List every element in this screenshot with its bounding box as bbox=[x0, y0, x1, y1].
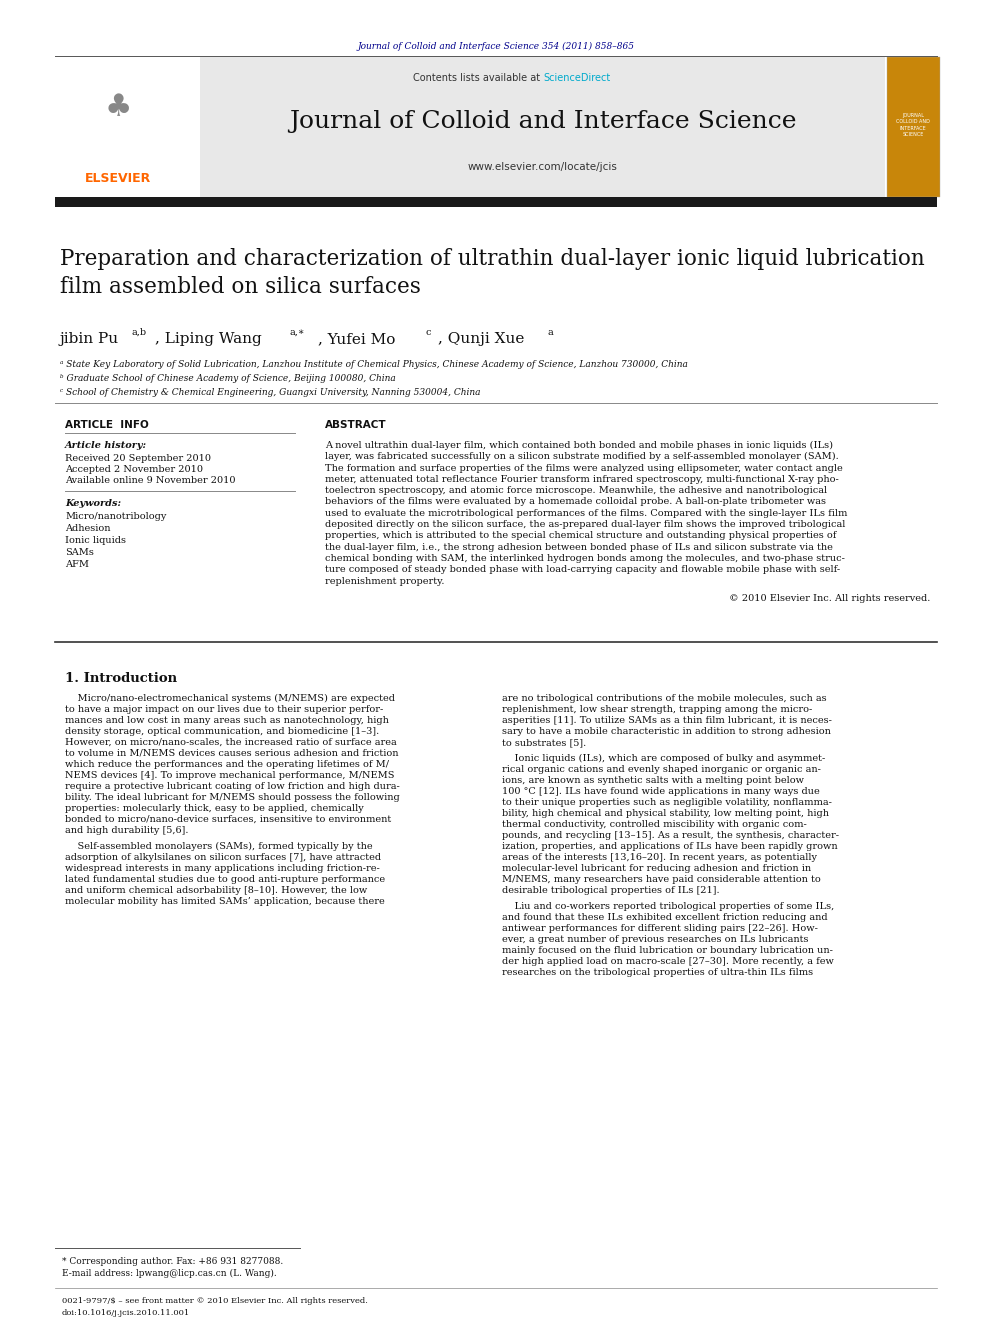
Text: Journal of Colloid and Interface Science: Journal of Colloid and Interface Science bbox=[290, 110, 797, 134]
Text: der high applied load on macro-scale [27–30]. More recently, a few: der high applied load on macro-scale [27… bbox=[502, 957, 834, 966]
Text: a,∗: a,∗ bbox=[290, 328, 306, 337]
Text: * Corresponding author. Fax: +86 931 8277088.: * Corresponding author. Fax: +86 931 827… bbox=[62, 1257, 284, 1266]
Bar bbox=[887, 57, 940, 197]
Text: ization, properties, and applications of ILs have been rapidly grown: ization, properties, and applications of… bbox=[502, 841, 837, 851]
Text: Ionic liquids: Ionic liquids bbox=[65, 536, 126, 545]
Text: bility. The ideal lubricant for M/NEMS should possess the following: bility. The ideal lubricant for M/NEMS s… bbox=[65, 792, 400, 802]
Text: asperities [11]. To utilize SAMs as a thin film lubricant, it is neces-: asperities [11]. To utilize SAMs as a th… bbox=[502, 716, 832, 725]
Text: properties: molecularly thick, easy to be applied, chemically: properties: molecularly thick, easy to b… bbox=[65, 804, 364, 814]
Text: ARTICLE  INFO: ARTICLE INFO bbox=[65, 419, 149, 430]
Text: bonded to micro/nano-device surfaces, insensitive to environment: bonded to micro/nano-device surfaces, in… bbox=[65, 815, 391, 824]
Text: ᵃ State Key Laboratory of Solid Lubrication, Lanzhou Institute of Chemical Physi: ᵃ State Key Laboratory of Solid Lubricat… bbox=[60, 360, 687, 369]
Text: replenishment property.: replenishment property. bbox=[325, 577, 444, 586]
Text: antiwear performances for different sliding pairs [22–26]. How-: antiwear performances for different slid… bbox=[502, 923, 817, 933]
Text: ScienceDirect: ScienceDirect bbox=[543, 73, 610, 83]
Text: are no tribological contributions of the mobile molecules, such as: are no tribological contributions of the… bbox=[502, 695, 826, 703]
Text: mances and low cost in many areas such as nanotechnology, high: mances and low cost in many areas such a… bbox=[65, 716, 389, 725]
Text: , Qunji Xue: , Qunji Xue bbox=[438, 332, 525, 347]
Text: ᶜ School of Chemistry & Chemical Engineering, Guangxi University, Nanning 530004: ᶜ School of Chemistry & Chemical Enginee… bbox=[60, 388, 480, 397]
Text: ABSTRACT: ABSTRACT bbox=[325, 419, 387, 430]
Text: Adhesion: Adhesion bbox=[65, 524, 110, 533]
Text: Accepted 2 November 2010: Accepted 2 November 2010 bbox=[65, 464, 203, 474]
Text: ♣: ♣ bbox=[104, 94, 132, 123]
Text: layer, was fabricated successfully on a silicon substrate modified by a self-ass: layer, was fabricated successfully on a … bbox=[325, 452, 839, 462]
Text: Ionic liquids (ILs), which are composed of bulky and asymmet-: Ionic liquids (ILs), which are composed … bbox=[502, 754, 825, 763]
Text: to volume in M/NEMS devices causes serious adhesion and friction: to volume in M/NEMS devices causes serio… bbox=[65, 749, 399, 758]
Text: Available online 9 November 2010: Available online 9 November 2010 bbox=[65, 476, 235, 486]
Text: NEMS devices [4]. To improve mechanical performance, M/NEMS: NEMS devices [4]. To improve mechanical … bbox=[65, 771, 395, 781]
Text: Contents lists available at: Contents lists available at bbox=[413, 73, 543, 83]
Text: widespread interests in many applications including friction-re-: widespread interests in many application… bbox=[65, 864, 380, 873]
Text: Self-assembled monolayers (SAMs), formed typically by the: Self-assembled monolayers (SAMs), formed… bbox=[65, 841, 373, 851]
Text: to substrates [5].: to substrates [5]. bbox=[502, 738, 586, 747]
Text: www.elsevier.com/locate/jcis: www.elsevier.com/locate/jcis bbox=[468, 161, 618, 172]
Text: molecular-level lubricant for reducing adhesion and friction in: molecular-level lubricant for reducing a… bbox=[502, 864, 811, 873]
Text: 0021-9797/$ – see front matter © 2010 Elsevier Inc. All rights reserved.: 0021-9797/$ – see front matter © 2010 El… bbox=[62, 1297, 368, 1304]
Text: used to evaluate the microtribological performances of the films. Compared with : used to evaluate the microtribological p… bbox=[325, 509, 847, 517]
Text: 1. Introduction: 1. Introduction bbox=[65, 672, 178, 685]
Text: mainly focused on the fluid lubrication or boundary lubrication un-: mainly focused on the fluid lubrication … bbox=[502, 946, 833, 955]
Text: to have a major impact on our lives due to their superior perfor-: to have a major impact on our lives due … bbox=[65, 705, 383, 714]
Text: A novel ultrathin dual-layer film, which contained both bonded and mobile phases: A novel ultrathin dual-layer film, which… bbox=[325, 441, 833, 450]
Text: M/NEMS, many researchers have paid considerable attention to: M/NEMS, many researchers have paid consi… bbox=[502, 875, 820, 884]
Text: rical organic cations and evenly shaped inorganic or organic an-: rical organic cations and evenly shaped … bbox=[502, 765, 820, 774]
Text: behaviors of the films were evaluated by a homemade colloidal probe. A ball-on-p: behaviors of the films were evaluated by… bbox=[325, 497, 826, 507]
Text: density storage, optical communication, and biomedicine [1–3].: density storage, optical communication, … bbox=[65, 728, 379, 736]
Bar bbox=[55, 197, 937, 206]
Text: deposited directly on the silicon surface, the as-prepared dual-layer film shows: deposited directly on the silicon surfac… bbox=[325, 520, 845, 529]
Text: Keywords:: Keywords: bbox=[65, 499, 121, 508]
Text: Micro/nano-electromechanical systems (M/NEMS) are expected: Micro/nano-electromechanical systems (M/… bbox=[65, 695, 395, 703]
Text: Received 20 September 2010: Received 20 September 2010 bbox=[65, 454, 211, 463]
Text: ever, a great number of previous researches on ILs lubricants: ever, a great number of previous researc… bbox=[502, 935, 808, 945]
Text: thermal conductivity, controlled miscibility with organic com-: thermal conductivity, controlled miscibi… bbox=[502, 820, 806, 830]
Text: lated fundamental studies due to good anti-rupture performance: lated fundamental studies due to good an… bbox=[65, 875, 385, 884]
Text: Liu and co-workers reported tribological properties of some ILs,: Liu and co-workers reported tribological… bbox=[502, 902, 834, 912]
Text: molecular mobility has limited SAMs’ application, because there: molecular mobility has limited SAMs’ app… bbox=[65, 897, 385, 906]
Text: ture composed of steady bonded phase with load-carrying capacity and flowable mo: ture composed of steady bonded phase wit… bbox=[325, 565, 840, 574]
Text: toelectron spectroscopy, and atomic force microscope. Meanwhile, the adhesive an: toelectron spectroscopy, and atomic forc… bbox=[325, 486, 827, 495]
Text: researches on the tribological properties of ultra-thin ILs films: researches on the tribological propertie… bbox=[502, 968, 813, 976]
Text: , Yufei Mo: , Yufei Mo bbox=[318, 332, 396, 347]
Text: areas of the interests [13,16–20]. In recent years, as potentially: areas of the interests [13,16–20]. In re… bbox=[502, 853, 817, 863]
Text: and found that these ILs exhibited excellent friction reducing and: and found that these ILs exhibited excel… bbox=[502, 913, 827, 922]
Text: However, on micro/nano-scales, the increased ratio of surface area: However, on micro/nano-scales, the incre… bbox=[65, 738, 397, 747]
Text: The formation and surface properties of the films were analyzed using ellipsomet: The formation and surface properties of … bbox=[325, 463, 843, 472]
Text: adsorption of alkylsilanes on silicon surfaces [7], have attracted: adsorption of alkylsilanes on silicon su… bbox=[65, 853, 381, 863]
Text: desirable tribological properties of ILs [21].: desirable tribological properties of ILs… bbox=[502, 886, 719, 894]
Text: require a protective lubricant coating of low friction and high dura-: require a protective lubricant coating o… bbox=[65, 782, 400, 791]
Text: a: a bbox=[548, 328, 554, 337]
Text: , Liping Wang: , Liping Wang bbox=[155, 332, 262, 347]
Text: jibin Pu: jibin Pu bbox=[60, 332, 119, 347]
Text: replenishment, low shear strength, trapping among the micro-: replenishment, low shear strength, trapp… bbox=[502, 705, 812, 714]
Text: a,b: a,b bbox=[131, 328, 146, 337]
Text: AFM: AFM bbox=[65, 560, 89, 569]
Text: meter, attenuated total reflectance Fourier transform infrared spectroscopy, mul: meter, attenuated total reflectance Four… bbox=[325, 475, 839, 484]
Text: pounds, and recycling [13–15]. As a result, the synthesis, character-: pounds, and recycling [13–15]. As a resu… bbox=[502, 831, 839, 840]
Text: c: c bbox=[425, 328, 431, 337]
Text: ions, are known as synthetic salts with a melting point below: ions, are known as synthetic salts with … bbox=[502, 777, 804, 785]
Text: © 2010 Elsevier Inc. All rights reserved.: © 2010 Elsevier Inc. All rights reserved… bbox=[729, 594, 930, 603]
Text: SAMs: SAMs bbox=[65, 548, 94, 557]
Text: to their unique properties such as negligible volatility, nonflamma-: to their unique properties such as negli… bbox=[502, 798, 832, 807]
Text: and uniform chemical adsorbability [8–10]. However, the low: and uniform chemical adsorbability [8–10… bbox=[65, 886, 367, 894]
Text: sary to have a mobile characteristic in addition to strong adhesion: sary to have a mobile characteristic in … bbox=[502, 728, 831, 736]
Text: doi:10.1016/j.jcis.2010.11.001: doi:10.1016/j.jcis.2010.11.001 bbox=[62, 1308, 190, 1316]
Text: Journal of Colloid and Interface Science 354 (2011) 858–865: Journal of Colloid and Interface Science… bbox=[357, 42, 635, 52]
Text: Micro/nanotribology: Micro/nanotribology bbox=[65, 512, 167, 521]
Text: the dual-layer film, i.e., the strong adhesion between bonded phase of ILs and s: the dual-layer film, i.e., the strong ad… bbox=[325, 542, 833, 552]
Text: Preparation and characterization of ultrathin dual-layer ionic liquid lubricatio: Preparation and characterization of ultr… bbox=[60, 247, 925, 298]
Text: E-mail address: lpwang@licp.cas.cn (L. Wang).: E-mail address: lpwang@licp.cas.cn (L. W… bbox=[62, 1269, 277, 1278]
Bar bbox=[200, 57, 885, 197]
Text: chemical bonding with SAM, the interlinked hydrogen bonds among the molecules, a: chemical bonding with SAM, the interlink… bbox=[325, 554, 845, 564]
Text: which reduce the performances and the operating lifetimes of M/: which reduce the performances and the op… bbox=[65, 759, 389, 769]
Text: 100 °C [12]. ILs have found wide applications in many ways due: 100 °C [12]. ILs have found wide applica… bbox=[502, 787, 819, 796]
Text: JOURNAL
COLLOID AND
INTERFACE
SCIENCE: JOURNAL COLLOID AND INTERFACE SCIENCE bbox=[896, 114, 930, 136]
Text: properties, which is attributed to the special chemical structure and outstandin: properties, which is attributed to the s… bbox=[325, 532, 836, 540]
Text: Article history:: Article history: bbox=[65, 441, 147, 450]
Text: and high durability [5,6].: and high durability [5,6]. bbox=[65, 826, 188, 835]
Text: ᵇ Graduate School of Chinese Academy of Science, Beijing 100080, China: ᵇ Graduate School of Chinese Academy of … bbox=[60, 374, 396, 382]
Text: ELSEVIER: ELSEVIER bbox=[85, 172, 151, 184]
Bar bbox=[55, 57, 200, 197]
Text: bility, high chemical and physical stability, low melting point, high: bility, high chemical and physical stabi… bbox=[502, 808, 829, 818]
